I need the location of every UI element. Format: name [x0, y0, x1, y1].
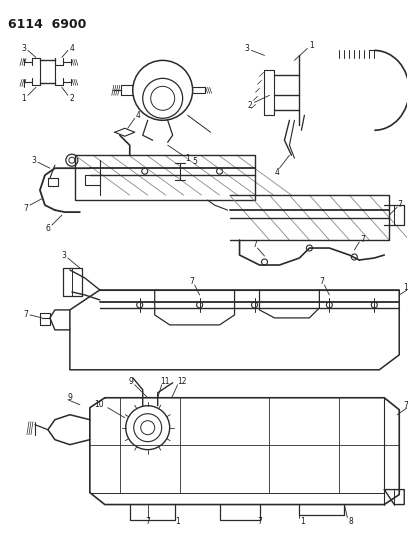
- Text: 2: 2: [247, 101, 252, 110]
- Text: 2: 2: [69, 94, 74, 103]
- Text: 3: 3: [22, 44, 27, 53]
- Text: 4: 4: [135, 111, 140, 120]
- Text: 1: 1: [22, 94, 27, 103]
- Text: 9: 9: [67, 393, 72, 402]
- Text: 8: 8: [349, 517, 354, 526]
- Text: 9: 9: [128, 377, 133, 386]
- Text: 12: 12: [177, 377, 186, 386]
- Text: 1: 1: [309, 41, 314, 50]
- Text: 7: 7: [398, 200, 403, 208]
- Text: 1: 1: [185, 154, 190, 163]
- Text: 7: 7: [189, 278, 194, 286]
- Text: 1: 1: [175, 517, 180, 526]
- Text: 7: 7: [24, 204, 29, 213]
- Text: 4: 4: [69, 44, 74, 53]
- Text: 7: 7: [319, 278, 324, 286]
- Text: 1: 1: [300, 517, 305, 526]
- Text: 3: 3: [244, 44, 249, 53]
- Text: 7: 7: [145, 517, 150, 526]
- Text: 5: 5: [192, 157, 197, 166]
- Text: 3: 3: [31, 156, 36, 165]
- Text: 6114  6900: 6114 6900: [8, 19, 86, 31]
- Text: 4: 4: [275, 168, 280, 176]
- Text: 7: 7: [252, 239, 257, 248]
- Text: 10: 10: [94, 400, 104, 409]
- Text: 7: 7: [257, 517, 262, 526]
- Text: 1: 1: [403, 284, 408, 293]
- Text: 6: 6: [45, 223, 50, 232]
- Text: 7: 7: [24, 310, 29, 319]
- Text: 7: 7: [403, 401, 408, 410]
- Text: 7: 7: [360, 235, 365, 244]
- Text: 3: 3: [62, 251, 67, 260]
- Text: 11: 11: [160, 377, 169, 386]
